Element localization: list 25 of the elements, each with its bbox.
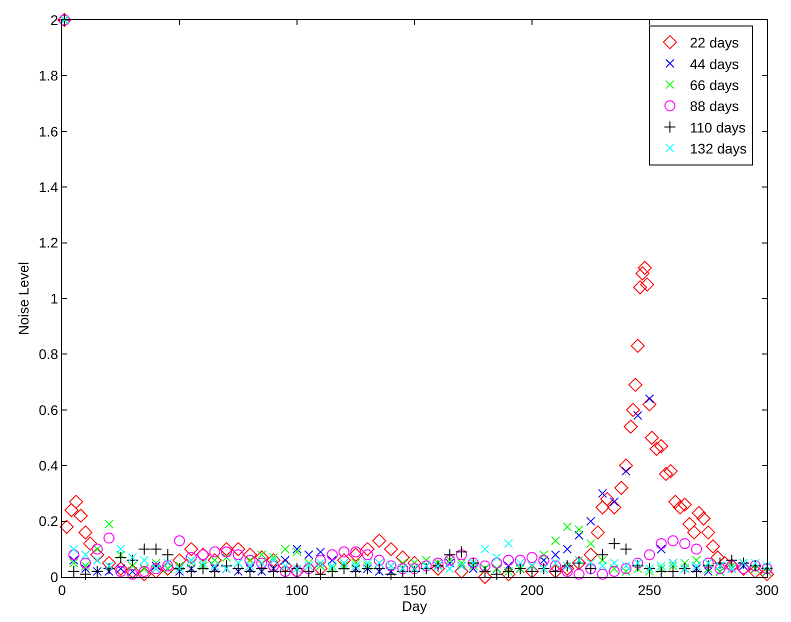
legend-label: 132 days: [690, 140, 747, 157]
x-axis-title: Day: [402, 598, 427, 614]
x-tick-label: 250: [638, 582, 662, 598]
y-axis-title: Noise Level: [15, 262, 32, 336]
x-tick-label: 50: [172, 582, 188, 598]
y-tick-label: 0.8: [38, 346, 58, 362]
x-tick-label: 100: [285, 582, 309, 598]
legend-label: 44 days: [690, 56, 739, 72]
x-tick-label: 200: [520, 582, 544, 598]
y-tick-label: 1.4: [38, 179, 58, 195]
y-tick-label: 0.6: [38, 402, 58, 418]
y-tick-label: 1.6: [38, 123, 58, 140]
legend-label: 66 days: [690, 77, 739, 94]
y-tick-label: 1.8: [38, 68, 58, 84]
y-tick-label: 0: [50, 568, 58, 585]
legend-label: 110 days: [690, 119, 746, 136]
y-tick-label: 1: [50, 290, 58, 306]
legend-label: 22 days: [690, 34, 739, 51]
y-tick-label: 1.2: [38, 234, 58, 251]
x-tick-label: 150: [402, 582, 426, 598]
y-tick-label: 2: [50, 12, 58, 28]
x-tick-label: 300: [755, 582, 779, 598]
legend-label: 88 days: [690, 98, 739, 114]
y-tick-label: 0.2: [38, 513, 58, 530]
y-tick-label: 0.4: [38, 458, 58, 474]
